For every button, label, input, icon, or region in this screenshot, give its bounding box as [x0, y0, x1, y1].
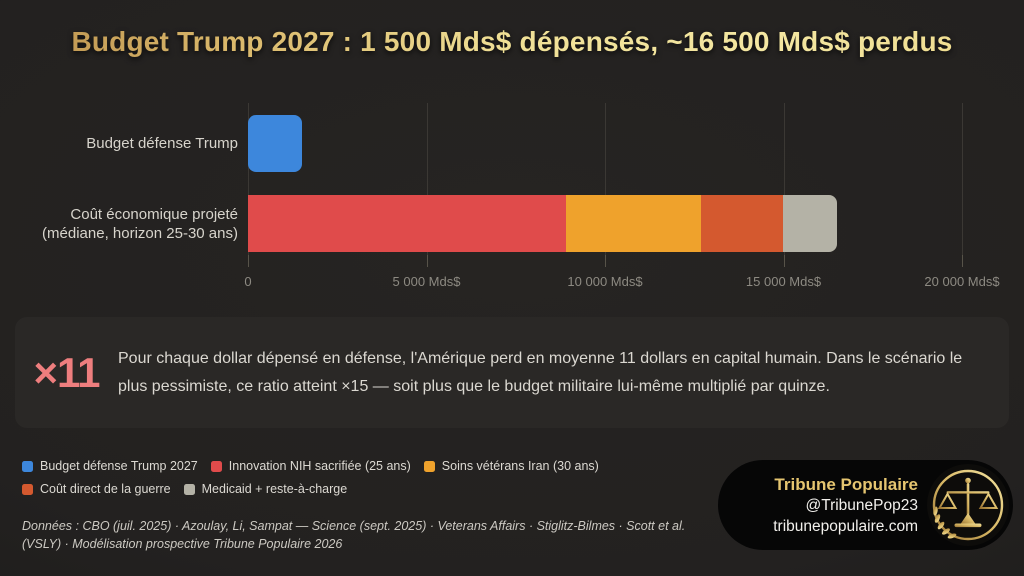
- brand-name: Tribune Populaire: [774, 474, 918, 494]
- axis-tick: [962, 255, 963, 267]
- axis-tick: [783, 255, 785, 267]
- axis-tick: [426, 255, 428, 267]
- gridline: [962, 103, 963, 263]
- legend-swatch: [22, 483, 33, 495]
- bar-row: [248, 195, 838, 252]
- bar-chart: 0 5 000 Mds$ 10 000 Mds$ 15 000 Mds$ 20 000 …: [0, 95, 1024, 310]
- legend-label: Innovation NIH sacrifiée (25 ans): [228, 459, 411, 473]
- legend-label: Budget défense Trump 2027: [40, 459, 198, 473]
- axis-tick: [248, 255, 249, 267]
- brand-handle: @TribunePop23: [805, 496, 918, 514]
- scales-of-justice-icon: [927, 464, 1009, 546]
- gridline: [426, 103, 428, 263]
- legend-swatch: [22, 460, 33, 472]
- ratio-callout-card: ×11 Pour chaque dollar dépensé en défens…: [15, 317, 1009, 428]
- legend-row: Budget défense Trump 2027 Innovation NIH …: [22, 459, 599, 473]
- bar-category-label: Coût économique projeté (médiane, horizon…: [42, 205, 238, 242]
- gridline: [248, 103, 249, 263]
- branding-text: Tribune Populaire @TribunePop23 tribunep…: [718, 474, 926, 537]
- legend-swatch: [210, 460, 222, 472]
- axis-tick-label: 10 000 Mds$: [567, 274, 643, 289]
- ratio-multiplier: ×11: [33, 348, 101, 396]
- legend-item: Innovation NIH sacrifiée (25 ans): [210, 459, 411, 473]
- legend-label: Medicaid + reste-à-charge: [201, 482, 348, 496]
- axis-tick: [605, 255, 606, 267]
- bar-category-label: Budget défense Trump: [86, 135, 238, 152]
- bar-segment: [565, 195, 702, 252]
- legend-item: Coût direct de la guerre: [22, 482, 171, 496]
- legend-swatch: [183, 483, 195, 495]
- gridline: [605, 103, 606, 263]
- legend-item: Soins vétérans Iran (30 ans): [423, 459, 599, 473]
- branding-badge: Tribune Populaire @TribunePop23 tribunep…: [718, 460, 1013, 550]
- legend-item: Budget défense Trump 2027: [22, 459, 198, 473]
- page-title: Budget Trump 2027 : 1 500 Mds$ dépensés,…: [0, 26, 1024, 58]
- bar-row: [248, 115, 302, 172]
- legend-swatch: [423, 460, 435, 472]
- bar-segment: [783, 195, 838, 252]
- ratio-explanation: Pour chaque dollar dépensé en défense, l…: [118, 349, 963, 395]
- brand-website: tribunepopulaire.com: [773, 517, 918, 535]
- legend-label: Coût direct de la guerre: [40, 482, 171, 496]
- bar-segment: [701, 195, 784, 252]
- bar-segment: [248, 195, 566, 252]
- legend-row: Coût direct de la guerre Medicaid + reste…: [22, 482, 599, 496]
- axis-tick-label: 20 000 Mds$: [924, 274, 1000, 289]
- bar-segment: [248, 115, 302, 172]
- axis-tick-label: 0: [244, 274, 252, 289]
- chart-legend: Budget défense Trump 2027 Innovation NIH …: [22, 459, 599, 505]
- gridline: [783, 103, 785, 263]
- axis-tick-label: 5 000 Mds$: [392, 274, 461, 289]
- legend-item: Medicaid + reste-à-charge: [183, 482, 348, 496]
- axis-tick-label: 15 000 Mds$: [745, 274, 822, 289]
- legend-label: Soins vétérans Iran (30 ans): [441, 459, 599, 473]
- data-sources-note: Données : CBO (juil. 2025) · Azoulay, Li…: [22, 519, 686, 552]
